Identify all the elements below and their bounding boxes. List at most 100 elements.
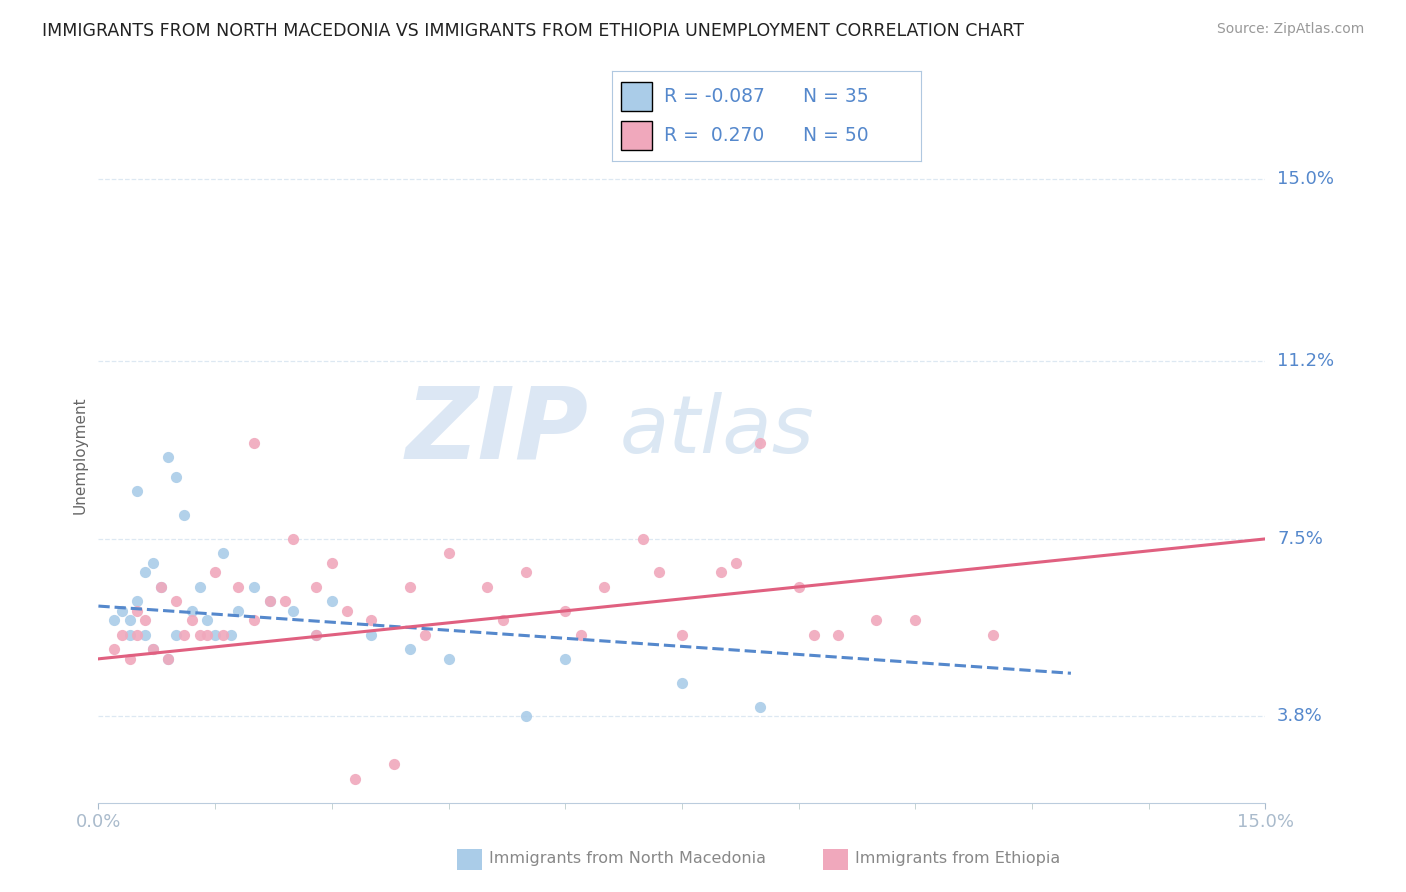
Point <box>787 580 810 594</box>
Point <box>204 628 226 642</box>
Text: Source: ZipAtlas.com: Source: ZipAtlas.com <box>1216 22 1364 37</box>
Point <box>671 628 693 642</box>
Text: N = 50: N = 50 <box>803 126 869 145</box>
Point <box>103 614 125 628</box>
Text: R =  0.270: R = 0.270 <box>664 126 765 145</box>
Point <box>336 604 359 618</box>
Point <box>748 699 770 714</box>
Point <box>142 642 165 657</box>
Point <box>228 580 250 594</box>
Point <box>865 614 887 628</box>
Point <box>344 772 367 786</box>
Point <box>127 594 149 608</box>
Point <box>492 614 515 628</box>
Point <box>142 642 165 657</box>
Point <box>188 580 211 594</box>
Point <box>165 628 187 642</box>
Point <box>477 580 499 594</box>
Point <box>134 614 156 628</box>
Point <box>195 628 218 642</box>
Point <box>111 628 134 642</box>
Point <box>259 594 281 608</box>
Point <box>398 642 420 657</box>
Point <box>173 628 195 642</box>
Point <box>281 532 304 546</box>
Point <box>157 652 180 666</box>
Point <box>219 628 242 642</box>
Point <box>165 469 187 483</box>
Point <box>827 628 849 642</box>
Point <box>111 604 134 618</box>
Point <box>360 614 382 628</box>
Point <box>569 628 592 642</box>
Point <box>243 614 266 628</box>
Point <box>554 652 576 666</box>
Text: ZIP: ZIP <box>405 383 589 479</box>
Point <box>118 614 141 628</box>
Text: 7.5%: 7.5% <box>1277 530 1323 548</box>
Point <box>134 628 156 642</box>
Point <box>127 628 149 642</box>
Point <box>243 580 266 594</box>
Text: 15.0%: 15.0% <box>1277 170 1334 188</box>
Point <box>188 628 211 642</box>
Point <box>180 614 202 628</box>
Point <box>647 566 669 580</box>
Point <box>173 508 195 522</box>
Point <box>118 628 141 642</box>
Point <box>274 594 297 608</box>
FancyBboxPatch shape <box>621 121 652 150</box>
Point <box>321 594 343 608</box>
Point <box>212 628 235 642</box>
Text: atlas: atlas <box>620 392 814 470</box>
Point <box>259 594 281 608</box>
Point <box>360 628 382 642</box>
Point <box>305 580 328 594</box>
Point <box>437 652 460 666</box>
Point <box>134 566 156 580</box>
Text: N = 35: N = 35 <box>803 87 869 106</box>
Point <box>382 757 405 772</box>
Point <box>725 556 748 570</box>
Point <box>803 628 825 642</box>
Text: IMMIGRANTS FROM NORTH MACEDONIA VS IMMIGRANTS FROM ETHIOPIA UNEMPLOYMENT CORRELA: IMMIGRANTS FROM NORTH MACEDONIA VS IMMIG… <box>42 22 1024 40</box>
Point <box>631 532 654 546</box>
Point <box>212 546 235 560</box>
Point <box>321 556 343 570</box>
Text: Immigrants from Ethiopia: Immigrants from Ethiopia <box>855 852 1060 866</box>
Text: 3.8%: 3.8% <box>1277 707 1323 725</box>
Point <box>157 450 180 465</box>
Text: Immigrants from North Macedonia: Immigrants from North Macedonia <box>489 852 766 866</box>
Point <box>195 614 218 628</box>
Point <box>204 566 226 580</box>
Point <box>554 604 576 618</box>
Point <box>904 614 927 628</box>
Point <box>671 676 693 690</box>
Point <box>103 642 125 657</box>
Point <box>710 566 733 580</box>
Point <box>118 652 141 666</box>
Point <box>149 580 172 594</box>
Point <box>127 483 149 498</box>
Point <box>515 709 537 723</box>
Point <box>398 580 420 594</box>
Point <box>748 436 770 450</box>
Point <box>165 594 187 608</box>
Point <box>515 566 537 580</box>
Point <box>180 604 202 618</box>
FancyBboxPatch shape <box>621 82 652 111</box>
Point <box>228 604 250 618</box>
Point <box>281 604 304 618</box>
Point <box>157 652 180 666</box>
Point <box>127 604 149 618</box>
Y-axis label: Unemployment: Unemployment <box>72 396 87 514</box>
Point <box>305 628 328 642</box>
Point <box>981 628 1004 642</box>
Point <box>413 628 436 642</box>
Point <box>593 580 616 594</box>
Text: R = -0.087: R = -0.087 <box>664 87 765 106</box>
Point <box>305 628 328 642</box>
Point <box>437 546 460 560</box>
Text: 11.2%: 11.2% <box>1277 352 1334 370</box>
Point <box>142 556 165 570</box>
